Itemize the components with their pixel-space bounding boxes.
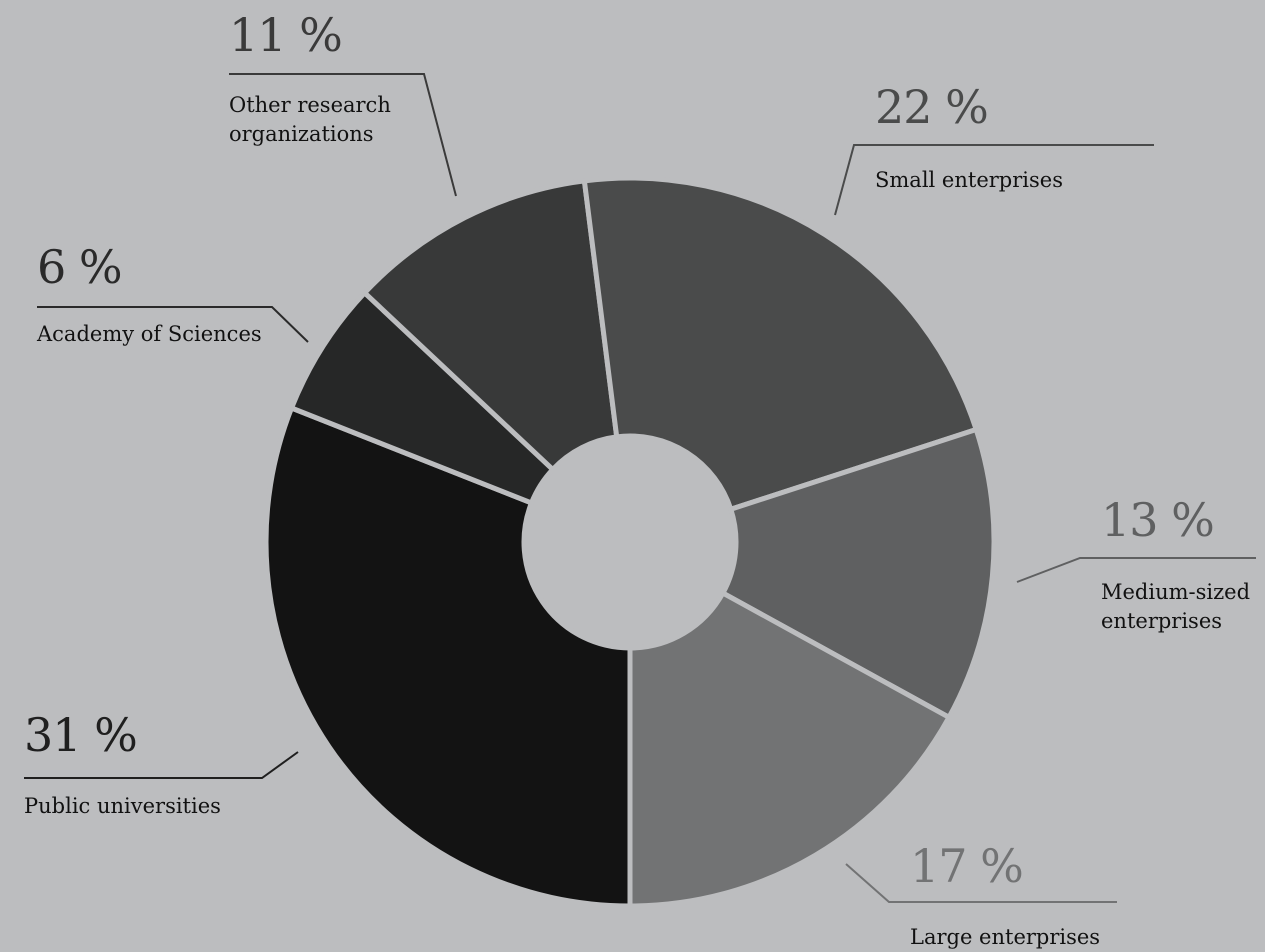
leader-line-other-research-organizations xyxy=(229,73,457,197)
slice-label-other-research-organizations: Other research organizations xyxy=(229,93,391,146)
leader-line-academy-of-sciences xyxy=(37,306,309,343)
slice-small-enterprises xyxy=(581,175,979,512)
slice-label-large-enterprises: Large enterprises xyxy=(910,925,1101,949)
slice-label-public-universities: Public universities xyxy=(24,794,221,818)
leader-line-public-universities xyxy=(24,751,299,779)
value-label-small-enterprises: 22 % xyxy=(875,80,989,134)
value-label-large-enterprises: 17 % xyxy=(910,839,1024,893)
leader-line-small-enterprises xyxy=(834,144,1154,216)
slice-public-universities xyxy=(263,405,633,909)
value-label-public-universities: 31 % xyxy=(24,708,138,762)
leader-line-medium-sized-enterprises xyxy=(1016,557,1256,583)
value-label-academy-of-sciences: 6 % xyxy=(37,240,123,294)
leader-line-large-enterprises xyxy=(845,863,1117,903)
donut-slices xyxy=(263,175,997,909)
slice-label-academy-of-sciences: Academy of Sciences xyxy=(37,322,262,346)
value-label-medium-sized-enterprises: 13 % xyxy=(1101,493,1215,547)
value-label-other-research-organizations: 11 % xyxy=(229,8,343,62)
slice-label-small-enterprises: Small enterprises xyxy=(875,168,1063,192)
slice-medium-sized-enterprises xyxy=(720,427,997,720)
slice-label-medium-sized-enterprises: Medium-sized enterprises xyxy=(1101,580,1251,633)
slice-large-enterprises xyxy=(627,590,952,909)
leader-lines xyxy=(24,73,1256,903)
slice-other-research-organizations xyxy=(362,178,620,472)
